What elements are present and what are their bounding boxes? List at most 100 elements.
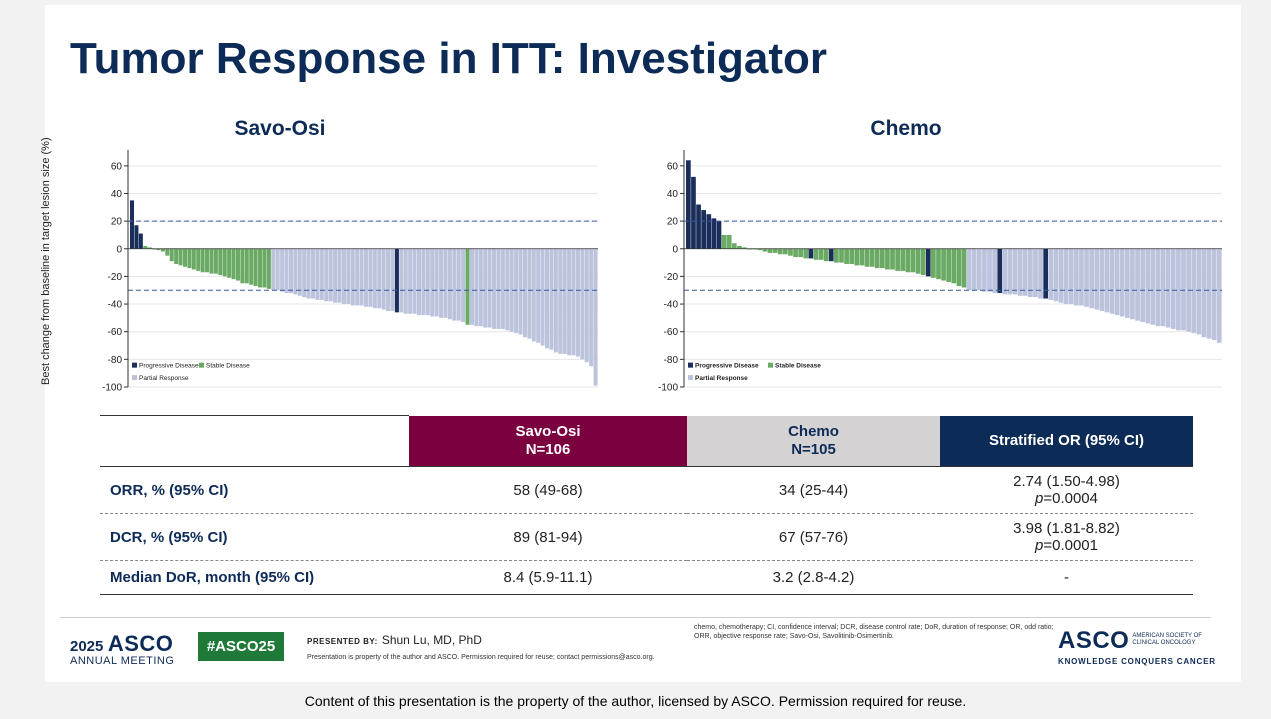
y-tick-label: -80 (108, 355, 123, 366)
bar (946, 248, 952, 282)
row-label: Median DoR, month (95% CI) (110, 569, 315, 586)
presented-label: PRESENTED BY: (307, 637, 378, 646)
bar (686, 160, 691, 249)
bar (788, 248, 793, 256)
abbreviations-note: chemo, chemotherapy; CI, confidence inte… (694, 624, 1054, 640)
cell-chemo: 3.2 (2.8-4.2) (772, 569, 855, 586)
y-tick-label: -80 (664, 355, 679, 366)
bar (302, 248, 307, 298)
cell-savo-osi: 89 (81-94) (513, 528, 583, 546)
bar (355, 248, 360, 306)
bar (487, 248, 492, 328)
bar (509, 248, 514, 332)
bar (1043, 248, 1049, 299)
bar (346, 248, 351, 305)
bar (1114, 248, 1120, 316)
bar (531, 248, 536, 342)
bar (798, 248, 804, 258)
bar (227, 248, 232, 278)
bar (885, 248, 890, 270)
bar (288, 248, 293, 293)
legend-swatch (199, 362, 204, 368)
bar (961, 248, 967, 288)
legend-swatch (132, 375, 137, 381)
bar (258, 248, 263, 288)
bar (997, 248, 1003, 293)
bar (1145, 248, 1151, 324)
bar (416, 248, 421, 316)
bar (553, 248, 558, 353)
bar (905, 248, 911, 273)
bar (364, 248, 369, 307)
bar (381, 248, 386, 310)
bar (500, 248, 505, 329)
bar (386, 248, 391, 311)
bar (474, 248, 479, 327)
bar (869, 248, 875, 267)
legend-swatch (688, 375, 693, 381)
bar (691, 176, 696, 249)
bar (900, 248, 906, 271)
bar (721, 234, 727, 249)
bar (849, 248, 855, 264)
bar (1079, 248, 1084, 306)
y-tick-label: 20 (111, 217, 123, 228)
bar (1022, 248, 1028, 296)
bar (200, 248, 205, 273)
bar (399, 248, 404, 313)
bar (757, 248, 763, 251)
legend-label: Partial Response (139, 375, 189, 382)
bar (408, 248, 413, 314)
bar (834, 248, 839, 263)
y-tick-label: 40 (111, 189, 123, 200)
waterfall-chart-chemo: 60 40 20 0 -20 -40 -60 -80 -100 Progressive Disea… (658, 150, 1222, 394)
p-symbol: p (1035, 537, 1044, 554)
bar (165, 248, 170, 256)
bar (496, 248, 501, 329)
bar (138, 233, 143, 249)
bar (711, 218, 717, 249)
legend-label: Progressive Disease (695, 363, 759, 370)
bar (844, 248, 849, 264)
bar (1058, 248, 1064, 303)
bar (701, 210, 707, 249)
y-tick-label: -60 (108, 327, 123, 338)
bar (324, 248, 329, 302)
meeting-asco: ASCO (107, 631, 174, 656)
meeting-year: 2025 (70, 638, 104, 655)
bar (522, 248, 527, 338)
cell-savo-osi: 8.4 (5.9-11.1) (503, 569, 593, 586)
bar (160, 248, 165, 252)
header-or-label: Stratified OR (95% CI) (988, 431, 1145, 449)
bar (982, 248, 987, 292)
bar (956, 248, 962, 287)
cell-or: 2.74 (1.50-4.98) p=0.0004 (940, 467, 1193, 514)
bar (540, 248, 545, 346)
bar (284, 248, 289, 293)
bar (306, 248, 311, 299)
society-line-1: AMERICAN SOCIETY OF (1132, 633, 1202, 639)
bar (803, 248, 809, 259)
bar (218, 248, 223, 276)
footer-divider (60, 617, 1211, 618)
bar (1028, 248, 1033, 298)
bar (1053, 248, 1059, 302)
header-savo-osi-n: N=106 (525, 440, 571, 458)
bar (874, 248, 880, 269)
bar (244, 248, 249, 284)
bar (737, 246, 742, 249)
bar (549, 248, 554, 350)
bar (147, 247, 152, 249)
bar (558, 248, 563, 354)
bar (333, 248, 338, 303)
bar (492, 248, 497, 329)
bar (222, 248, 227, 277)
bar (156, 248, 161, 251)
bar (439, 248, 444, 318)
bar (469, 248, 474, 325)
bar (782, 248, 788, 255)
asco-logo-text: ASCO (1058, 627, 1130, 654)
bar (895, 248, 900, 271)
cell-chemo: 67 (57-76) (778, 528, 849, 546)
table-header-or: Stratified OR (95% CI) (940, 415, 1193, 467)
